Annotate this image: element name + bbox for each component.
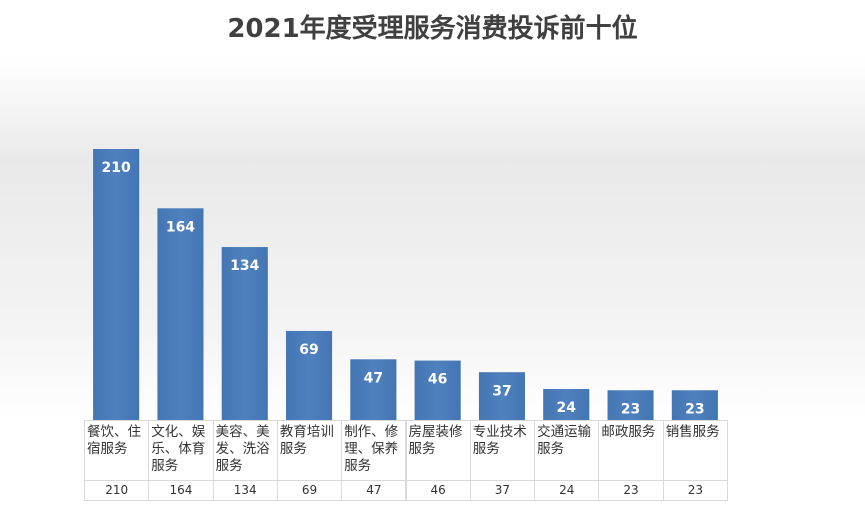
category-cell: 美容、美发、洗浴服务 [212,420,278,481]
table-value: 69 [276,480,343,501]
bar-shade [543,389,590,420]
category-cell: 邮政服务 [598,420,664,481]
table-value: 23 [598,480,664,501]
table-value: 47 [341,480,407,501]
bar-shade [478,372,525,420]
data-label: 69 [299,342,318,358]
table-value: 164 [148,480,214,501]
bar-shade [350,359,397,420]
table-value: 46 [405,480,471,501]
table-value: 37 [469,480,536,501]
bar-shade [157,208,204,420]
category-cell: 文化、娱乐、体育服务 [148,420,214,481]
table-value: 24 [534,480,600,501]
category-cell: 交通运输服务 [534,420,600,481]
table-value: 210 [84,480,150,501]
data-label: 23 [685,401,704,417]
category-cell: 餐饮、住宿服务 [84,420,150,481]
bar-shade [607,390,654,420]
table-value: 134 [212,480,278,501]
category-cell: 房屋装修服务 [405,420,471,481]
chart-title: 2021年度受理服务消费投诉前十位 [227,14,638,44]
data-label: 46 [428,372,447,388]
data-label: 24 [557,400,577,416]
bar-shade [221,247,268,420]
bar-shade [414,360,461,420]
data-label: 210 [102,160,131,176]
data-label: 47 [364,370,383,386]
category-cell: 销售服务 [662,420,728,481]
category-cell: 教育培训服务 [276,420,343,481]
bar-shade [286,330,333,420]
data-label: 164 [166,219,195,235]
data-label: 37 [492,383,511,399]
bar-shade [671,390,718,420]
data-label: 134 [230,258,259,274]
data-label: 23 [621,401,640,417]
category-cell: 制作、修理、保养服务 [341,420,407,481]
bar-shade [93,149,140,420]
table-value: 23 [662,480,728,501]
category-cell: 专业技术服务 [469,420,536,481]
